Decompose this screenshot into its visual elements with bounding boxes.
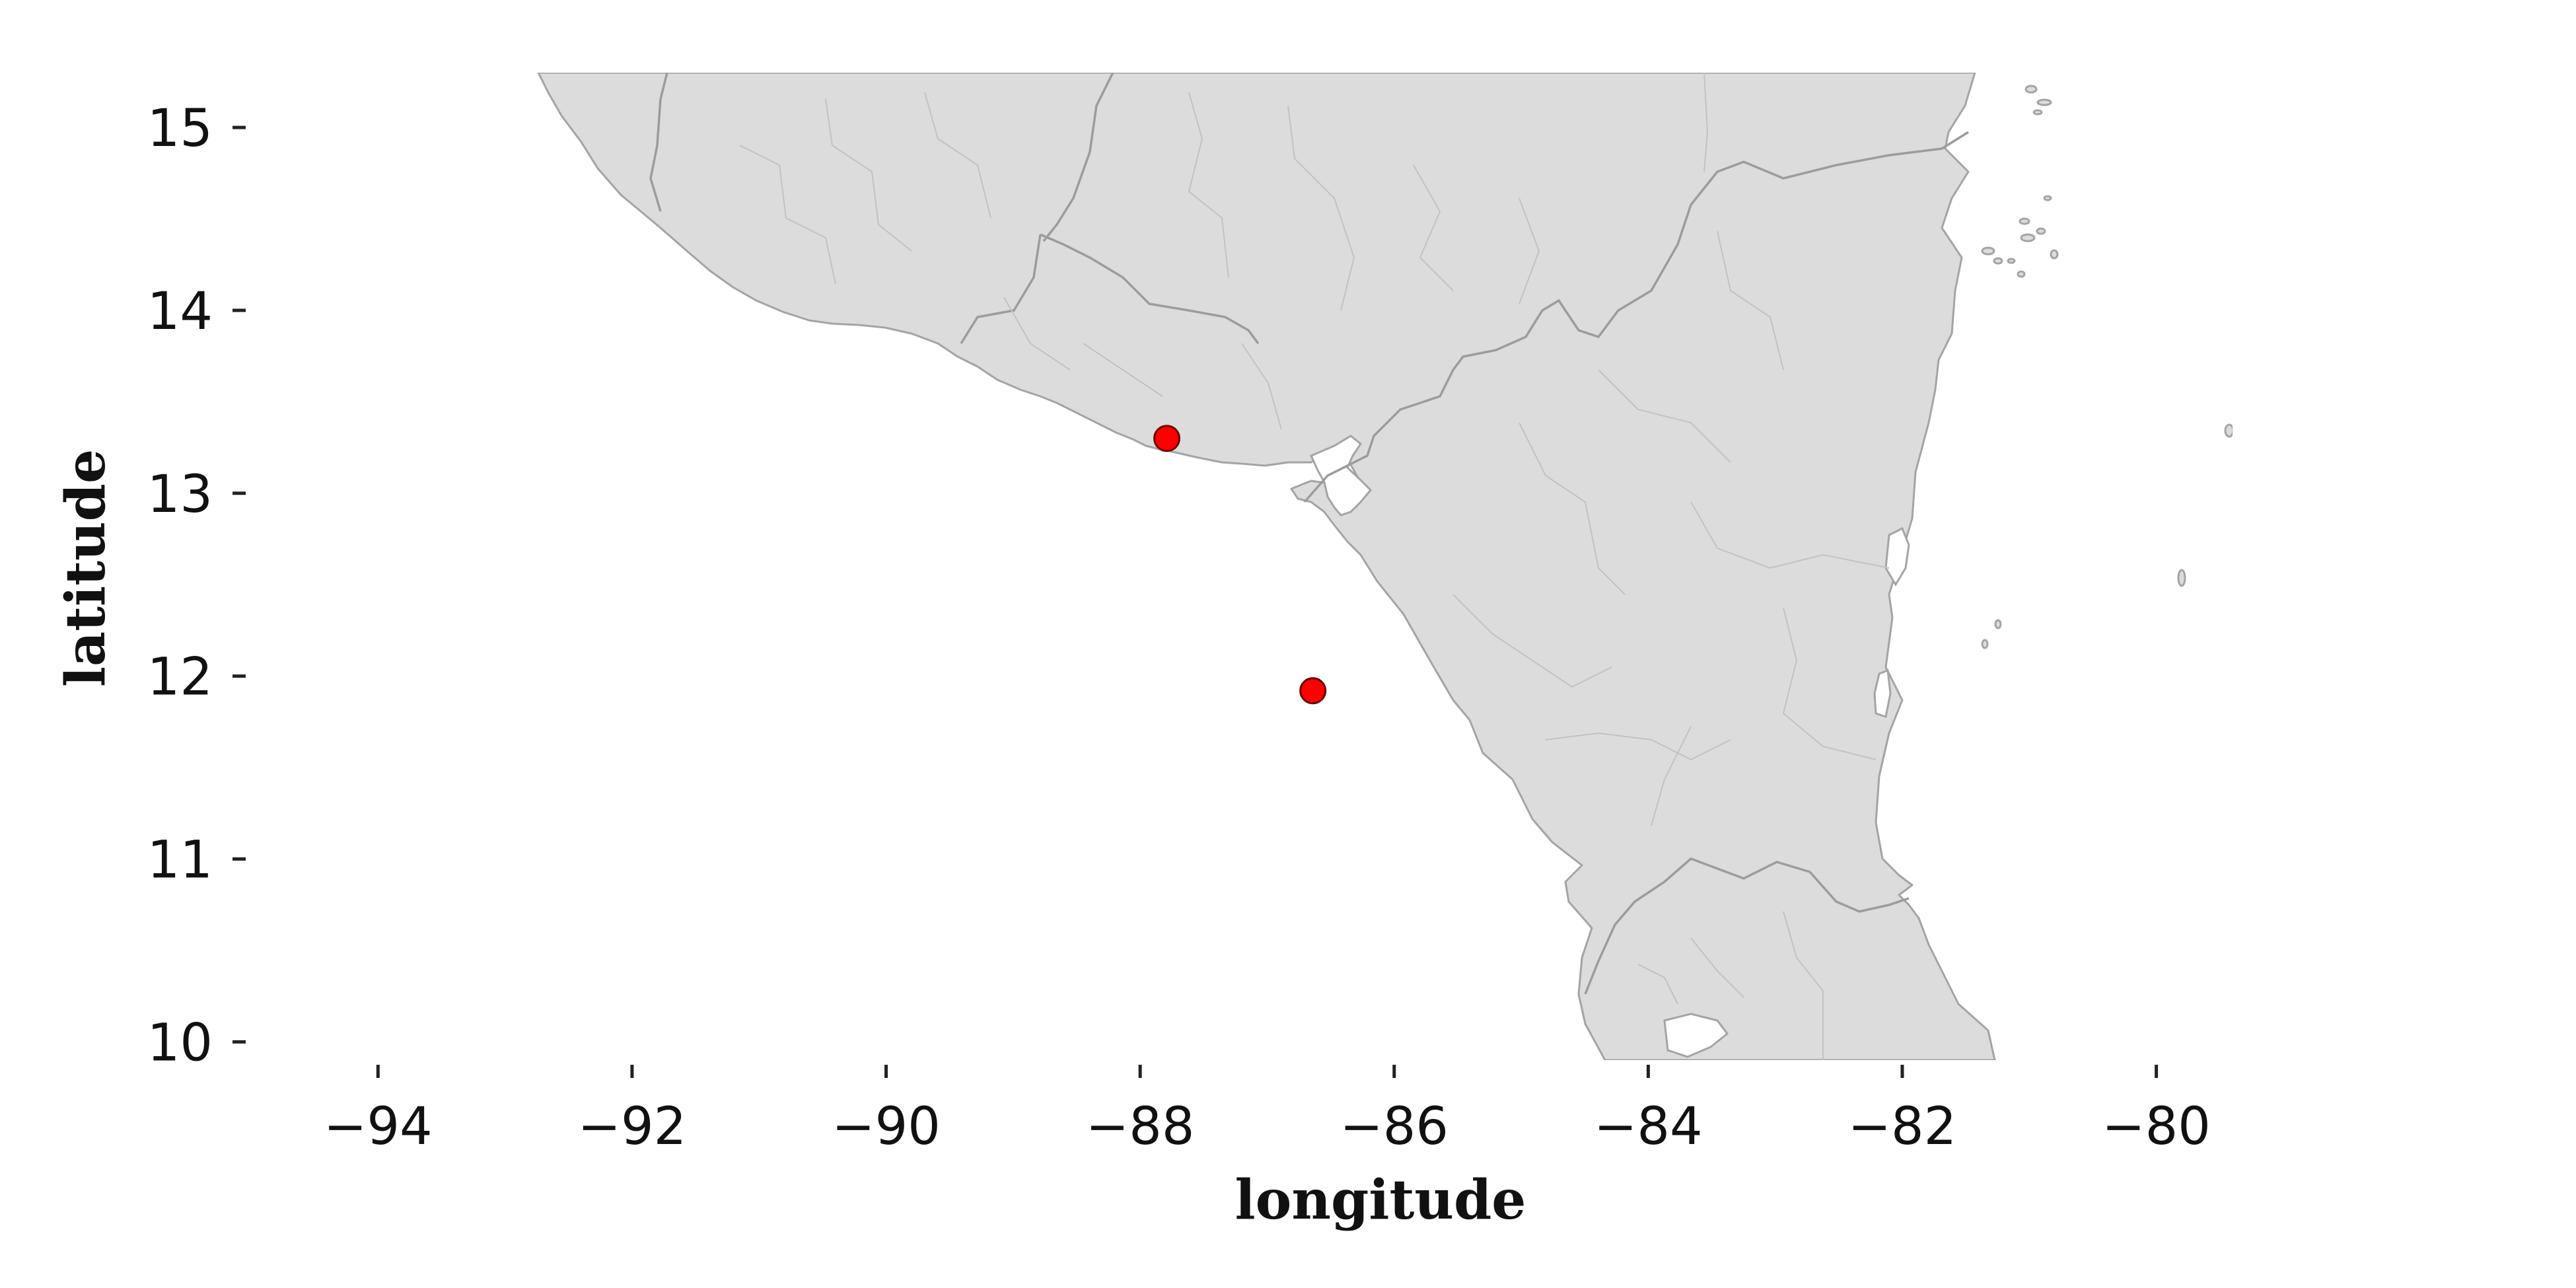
x-tick-label: −90 — [832, 1097, 941, 1157]
gulf-of-fonseca-water — [1310, 435, 1373, 517]
x-tick-label: −88 — [1086, 1097, 1195, 1157]
lake-nicaragua — [1663, 1013, 1729, 1058]
border-el-salvador — [1040, 233, 1260, 345]
y-tick-label: 11 — [147, 830, 213, 890]
x-axis: −94 −92 −90 −88 −86 −84 −82 −80 — [324, 1065, 2211, 1157]
x-tick-label: −84 — [1594, 1097, 1703, 1157]
caribbean-lagoon-south — [1873, 668, 1892, 718]
border-honduras-nicaragua — [1303, 131, 1969, 503]
x-tick-label: −86 — [1340, 1097, 1449, 1157]
y-tick-label: 12 — [147, 648, 213, 707]
y-axis-title: latitude — [54, 449, 118, 687]
border-guatemala-mexico — [649, 73, 668, 212]
admin-borders — [739, 73, 1890, 1060]
x-tick-label: −94 — [324, 1097, 433, 1157]
x-tick-label: −92 — [578, 1097, 687, 1157]
city-markers — [1153, 425, 1327, 705]
x-axis-title: longitude — [1235, 1168, 1526, 1232]
city-marker-point[interactable] — [1153, 425, 1181, 452]
city-marker-point[interactable] — [1299, 677, 1327, 705]
x-tick-label: −82 — [1848, 1097, 1957, 1157]
y-tick-label: 13 — [147, 465, 213, 524]
y-tick-label: 14 — [147, 282, 213, 341]
border-el-salvador-honduras — [960, 234, 1042, 344]
y-axis: 10 11 12 13 14 15 — [147, 99, 246, 1073]
y-tick-label: 10 — [147, 1013, 213, 1073]
caribbean-islands — [1981, 85, 2233, 649]
border-nicaragua-costa-rica — [1584, 857, 1910, 995]
x-tick-label: −80 — [2102, 1097, 2211, 1157]
central-america-landmass — [537, 73, 1996, 1060]
y-tick-label: 15 — [147, 99, 213, 159]
border-guatemala-honduras — [1042, 73, 1114, 242]
basemap — [537, 73, 2233, 1060]
